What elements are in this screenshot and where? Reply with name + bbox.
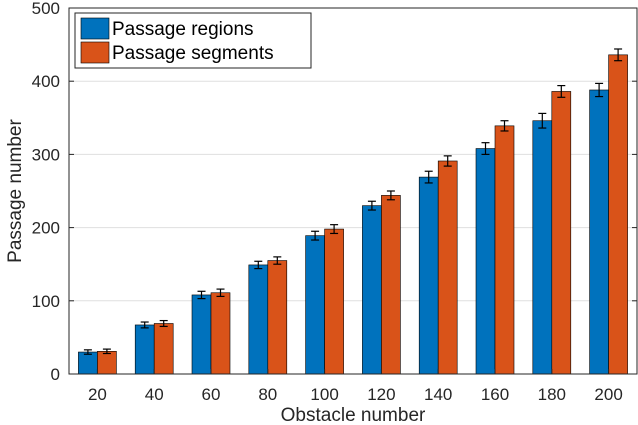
error-bar-regions-160 <box>481 142 490 155</box>
bar-passage-regions-40 <box>134 324 155 375</box>
bar-passage-regions-160 <box>475 148 496 375</box>
bar-passage-regions-60 <box>191 294 212 375</box>
bar-passage-segments-140 <box>437 160 458 375</box>
x-tick-label: 80 <box>258 385 277 404</box>
error-bars <box>83 48 623 355</box>
error-bar-regions-60 <box>197 290 206 300</box>
y-tick-label: 200 <box>32 219 60 238</box>
plot-frame <box>68 7 638 375</box>
bar-passage-segments-60 <box>210 292 231 375</box>
error-bar-regions-200 <box>595 82 604 98</box>
legend-label-passage-segments: Passage segments <box>112 43 274 64</box>
legend-box <box>74 12 312 69</box>
bar-passage-segments-80 <box>267 260 288 375</box>
y-tick-label: 100 <box>32 292 60 311</box>
error-bar-segments-180 <box>557 84 566 98</box>
error-bar-regions-180 <box>538 112 547 129</box>
legend-swatch-passage-regions <box>80 17 110 40</box>
error-bar-segments-40 <box>159 319 168 328</box>
x-tick-label: 140 <box>424 385 452 404</box>
error-bar-regions-20 <box>83 349 92 355</box>
error-bar-regions-80 <box>254 260 263 270</box>
x-axis-ticks: 20 40 60 80 100 120 140 160 180 200 <box>88 369 623 404</box>
bar-passage-regions-100 <box>305 235 325 375</box>
legend-label-passage-regions: Passage regions <box>112 19 254 40</box>
y-tick-label: 300 <box>32 145 60 164</box>
error-bar-regions-100 <box>311 230 320 241</box>
bar-passage-regions-180 <box>532 120 553 375</box>
bar-series <box>78 54 628 375</box>
x-tick-label: 60 <box>202 385 221 404</box>
error-bar-segments-80 <box>273 256 282 265</box>
y-tick-label: 500 <box>32 0 60 18</box>
bar-passage-regions-80 <box>248 264 269 375</box>
bar-passage-regions-20 <box>78 351 98 375</box>
error-bar-regions-40 <box>140 321 149 329</box>
error-bar-segments-120 <box>386 190 395 201</box>
y-tick-label: 400 <box>32 72 60 91</box>
y-tick-label: 0 <box>51 365 60 384</box>
bar-passage-regions-120 <box>362 205 382 375</box>
bar-passage-segments-20 <box>97 351 117 375</box>
x-tick-label: 100 <box>310 385 338 404</box>
x-tick-label: 180 <box>538 385 566 404</box>
bar-passage-regions-200 <box>589 89 609 375</box>
error-bar-segments-100 <box>330 224 339 235</box>
y-axis-ticks: 0 100 200 300 400 500 <box>32 0 637 384</box>
bar-passage-segments-120 <box>381 195 401 375</box>
error-bar-regions-120 <box>367 200 376 211</box>
x-tick-label: 160 <box>481 385 509 404</box>
error-bar-regions-140 <box>424 170 433 184</box>
error-bar-segments-20 <box>102 348 111 355</box>
bar-passage-segments-40 <box>153 323 174 375</box>
x-tick-label: 20 <box>88 385 107 404</box>
legend: Passage regions Passage segments <box>74 12 312 69</box>
error-bar-segments-160 <box>500 120 509 132</box>
error-bar-segments-200 <box>614 48 623 62</box>
bar-passage-segments-100 <box>324 228 344 375</box>
x-tick-label: 120 <box>367 385 395 404</box>
x-tick-label: 200 <box>594 385 622 404</box>
error-bar-segments-140 <box>443 155 452 167</box>
y-axis-title: Passage number <box>5 119 26 263</box>
x-tick-label: 40 <box>145 385 164 404</box>
error-bar-segments-60 <box>216 288 225 298</box>
bar-passage-segments-200 <box>608 54 628 375</box>
legend-swatch-passage-segments <box>80 41 110 64</box>
bar-passage-segments-160 <box>494 125 515 375</box>
bar-passage-regions-140 <box>418 176 439 375</box>
x-axis-title: Obstacle number <box>281 405 426 425</box>
bar-passage-segments-180 <box>551 91 572 375</box>
